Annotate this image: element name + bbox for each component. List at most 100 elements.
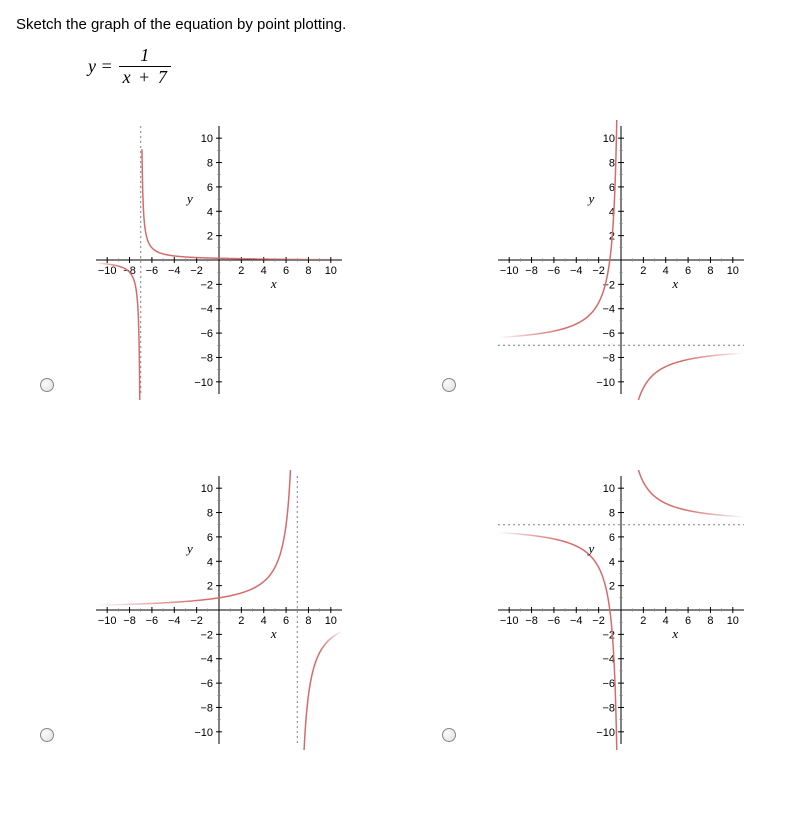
x-axis-label: x: [271, 626, 277, 642]
svg-text:4: 4: [662, 615, 668, 627]
svg-text:−6: −6: [146, 265, 159, 277]
svg-text:−6: −6: [200, 678, 213, 690]
choices-grid: −10 −10 −8 −8 −6 −6 −4 −4 −2 −2 2 2 4 4 6 6 8 8 10 10 y x −1…: [16, 112, 773, 750]
svg-text:−2: −2: [592, 615, 605, 627]
svg-text:2: 2: [608, 581, 614, 593]
svg-text:−6: −6: [547, 265, 560, 277]
svg-text:−4: −4: [200, 304, 213, 316]
svg-text:4: 4: [207, 206, 213, 218]
radio-a[interactable]: [40, 378, 54, 392]
svg-text:−10: −10: [194, 727, 213, 739]
y-axis-label: y: [589, 541, 595, 557]
svg-text:−8: −8: [123, 615, 136, 627]
svg-text:8: 8: [305, 265, 311, 277]
svg-text:−4: −4: [200, 654, 213, 666]
svg-text:−2: −2: [200, 279, 213, 291]
svg-text:−8: −8: [602, 352, 615, 364]
equation-lhs: y: [88, 56, 96, 76]
equation-numerator: 1: [136, 45, 153, 66]
svg-text:4: 4: [261, 615, 267, 627]
svg-text:8: 8: [707, 265, 713, 277]
x-axis-label: x: [271, 276, 277, 292]
svg-text:−4: −4: [569, 265, 582, 277]
svg-text:−4: −4: [569, 615, 582, 627]
x-axis-label: x: [672, 626, 678, 642]
y-axis-label: y: [589, 191, 595, 207]
svg-text:2: 2: [640, 265, 646, 277]
equation-den-left: x: [123, 67, 131, 87]
svg-text:−10: −10: [596, 727, 615, 739]
svg-text:10: 10: [602, 133, 614, 145]
svg-text:2: 2: [238, 265, 244, 277]
svg-text:−2: −2: [190, 265, 203, 277]
svg-text:8: 8: [707, 615, 713, 627]
plot-d: −10−10−8−8−6−6−4−4−2−2224466881010 yx: [470, 470, 750, 750]
svg-text:6: 6: [685, 265, 691, 277]
svg-text:10: 10: [325, 615, 337, 627]
plot-b: −10−10−8−8−6−6−4−4−2−2224466881010 yx: [470, 120, 750, 400]
x-axis-label: x: [672, 276, 678, 292]
svg-text:10: 10: [726, 265, 738, 277]
svg-text:−6: −6: [146, 615, 159, 627]
plot-a: −10−10−8−8−6−6−4−4−2−2224466881010 yx: [68, 120, 348, 400]
svg-text:8: 8: [207, 158, 213, 170]
choice-a: −10−10−8−8−6−6−4−4−2−2224466881010 yx: [40, 120, 372, 400]
svg-text:10: 10: [602, 483, 614, 495]
svg-text:6: 6: [685, 615, 691, 627]
svg-text:−6: −6: [547, 615, 560, 627]
equation-den-right: 7: [158, 67, 167, 87]
svg-text:6: 6: [283, 265, 289, 277]
svg-text:8: 8: [608, 508, 614, 520]
svg-text:−8: −8: [525, 265, 538, 277]
svg-text:−10: −10: [499, 615, 518, 627]
svg-text:8: 8: [305, 615, 311, 627]
svg-text:−2: −2: [200, 629, 213, 641]
choice-c: −10−10−8−8−6−6−4−4−2−2224466881010 yx: [40, 470, 372, 750]
svg-text:4: 4: [261, 265, 267, 277]
svg-text:6: 6: [207, 532, 213, 544]
svg-text:8: 8: [608, 158, 614, 170]
svg-text:4: 4: [662, 265, 668, 277]
svg-text:6: 6: [207, 182, 213, 194]
y-axis-label: y: [187, 191, 193, 207]
svg-text:6: 6: [608, 532, 614, 544]
svg-text:2: 2: [640, 615, 646, 627]
svg-text:−4: −4: [168, 615, 181, 627]
svg-text:−10: −10: [98, 615, 117, 627]
svg-text:−8: −8: [200, 702, 213, 714]
svg-text:6: 6: [283, 615, 289, 627]
svg-text:10: 10: [201, 483, 213, 495]
svg-text:2: 2: [207, 231, 213, 243]
svg-text:−4: −4: [602, 304, 615, 316]
equation-den-op: +: [139, 67, 149, 87]
choice-b: −10−10−8−8−6−6−4−4−2−2224466881010 yx: [442, 120, 774, 400]
svg-text:2: 2: [238, 615, 244, 627]
choice-d: −10−10−8−8−6−6−4−4−2−2224466881010 yx: [442, 470, 774, 750]
radio-c[interactable]: [40, 728, 54, 742]
plot-c: −10−10−8−8−6−6−4−4−2−2224466881010 yx: [68, 470, 348, 750]
svg-text:−8: −8: [602, 702, 615, 714]
y-axis-label: y: [187, 541, 193, 557]
svg-text:−10: −10: [596, 377, 615, 389]
equation: y = 1 x + 7: [88, 45, 773, 88]
svg-text:−6: −6: [200, 328, 213, 340]
svg-text:−10: −10: [499, 265, 518, 277]
svg-text:10: 10: [726, 615, 738, 627]
svg-text:−8: −8: [525, 615, 538, 627]
svg-text:2: 2: [207, 581, 213, 593]
svg-text:−8: −8: [200, 352, 213, 364]
radio-b[interactable]: [442, 378, 456, 392]
svg-text:−2: −2: [190, 615, 203, 627]
question-text: Sketch the graph of the equation by poin…: [16, 16, 773, 33]
svg-text:4: 4: [207, 556, 213, 568]
svg-text:−4: −4: [168, 265, 181, 277]
svg-text:4: 4: [608, 556, 614, 568]
svg-text:−6: −6: [602, 678, 615, 690]
svg-text:−6: −6: [602, 328, 615, 340]
svg-text:−10: −10: [194, 377, 213, 389]
radio-d[interactable]: [442, 728, 456, 742]
svg-text:−2: −2: [592, 265, 605, 277]
svg-text:−8: −8: [123, 265, 136, 277]
svg-text:−10: −10: [98, 265, 117, 277]
svg-text:10: 10: [201, 133, 213, 145]
